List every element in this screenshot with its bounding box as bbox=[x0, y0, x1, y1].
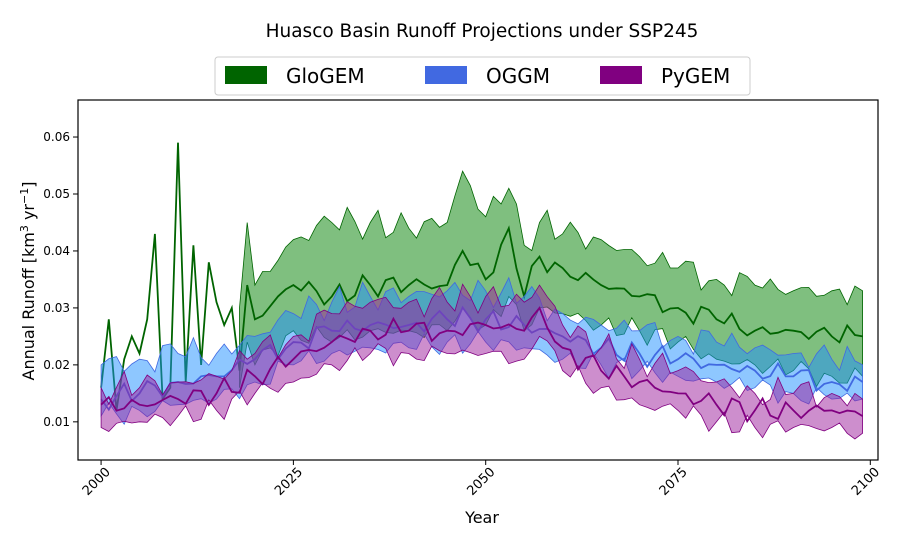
legend-label-pygem: PyGEM bbox=[661, 64, 730, 88]
y-tick-label-5: 0.06 bbox=[43, 130, 70, 144]
legend-label-oggm: OGGM bbox=[486, 64, 550, 88]
y-axis: 0.01 0.02 0.03 0.04 0.05 0.06 bbox=[43, 130, 78, 429]
legend-swatch-glogem bbox=[225, 66, 267, 84]
legend-label-glogem: GloGEM bbox=[286, 64, 365, 88]
y-tick-label-1: 0.02 bbox=[43, 358, 70, 372]
y-tick-label-4: 0.05 bbox=[43, 187, 70, 201]
y-tick-label-3: 0.04 bbox=[43, 244, 70, 258]
series-pygem bbox=[100, 283, 864, 440]
y-tick-label-0: 0.01 bbox=[43, 415, 70, 429]
median-line-glogem bbox=[100, 142, 863, 411]
x-axis: 2000 2025 2050 2075 2100 bbox=[80, 460, 883, 499]
x-axis-label: Year bbox=[464, 508, 499, 527]
x-tick-label-2050: 2050 bbox=[464, 465, 498, 499]
x-tick-label-2025: 2025 bbox=[272, 465, 306, 499]
x-tick-label-2100: 2100 bbox=[849, 465, 883, 499]
plot-area bbox=[100, 142, 864, 440]
median-line-pygem bbox=[100, 306, 864, 424]
axes-frame bbox=[77, 99, 879, 461]
band-pygem bbox=[100, 283, 863, 440]
x-tick-label-2000: 2000 bbox=[80, 465, 114, 499]
legend-swatch-oggm bbox=[425, 66, 467, 84]
legend: GloGEM OGGM PyGEM bbox=[214, 56, 751, 96]
chart-title: Huasco Basin Runoff Projections under SS… bbox=[266, 21, 699, 42]
y-axis-label: Annual Runoff [km3 yr−1] bbox=[18, 182, 38, 381]
x-tick-label-2075: 2075 bbox=[657, 465, 691, 499]
y-tick-label-2: 0.03 bbox=[43, 301, 70, 315]
legend-swatch-pygem bbox=[600, 66, 642, 84]
